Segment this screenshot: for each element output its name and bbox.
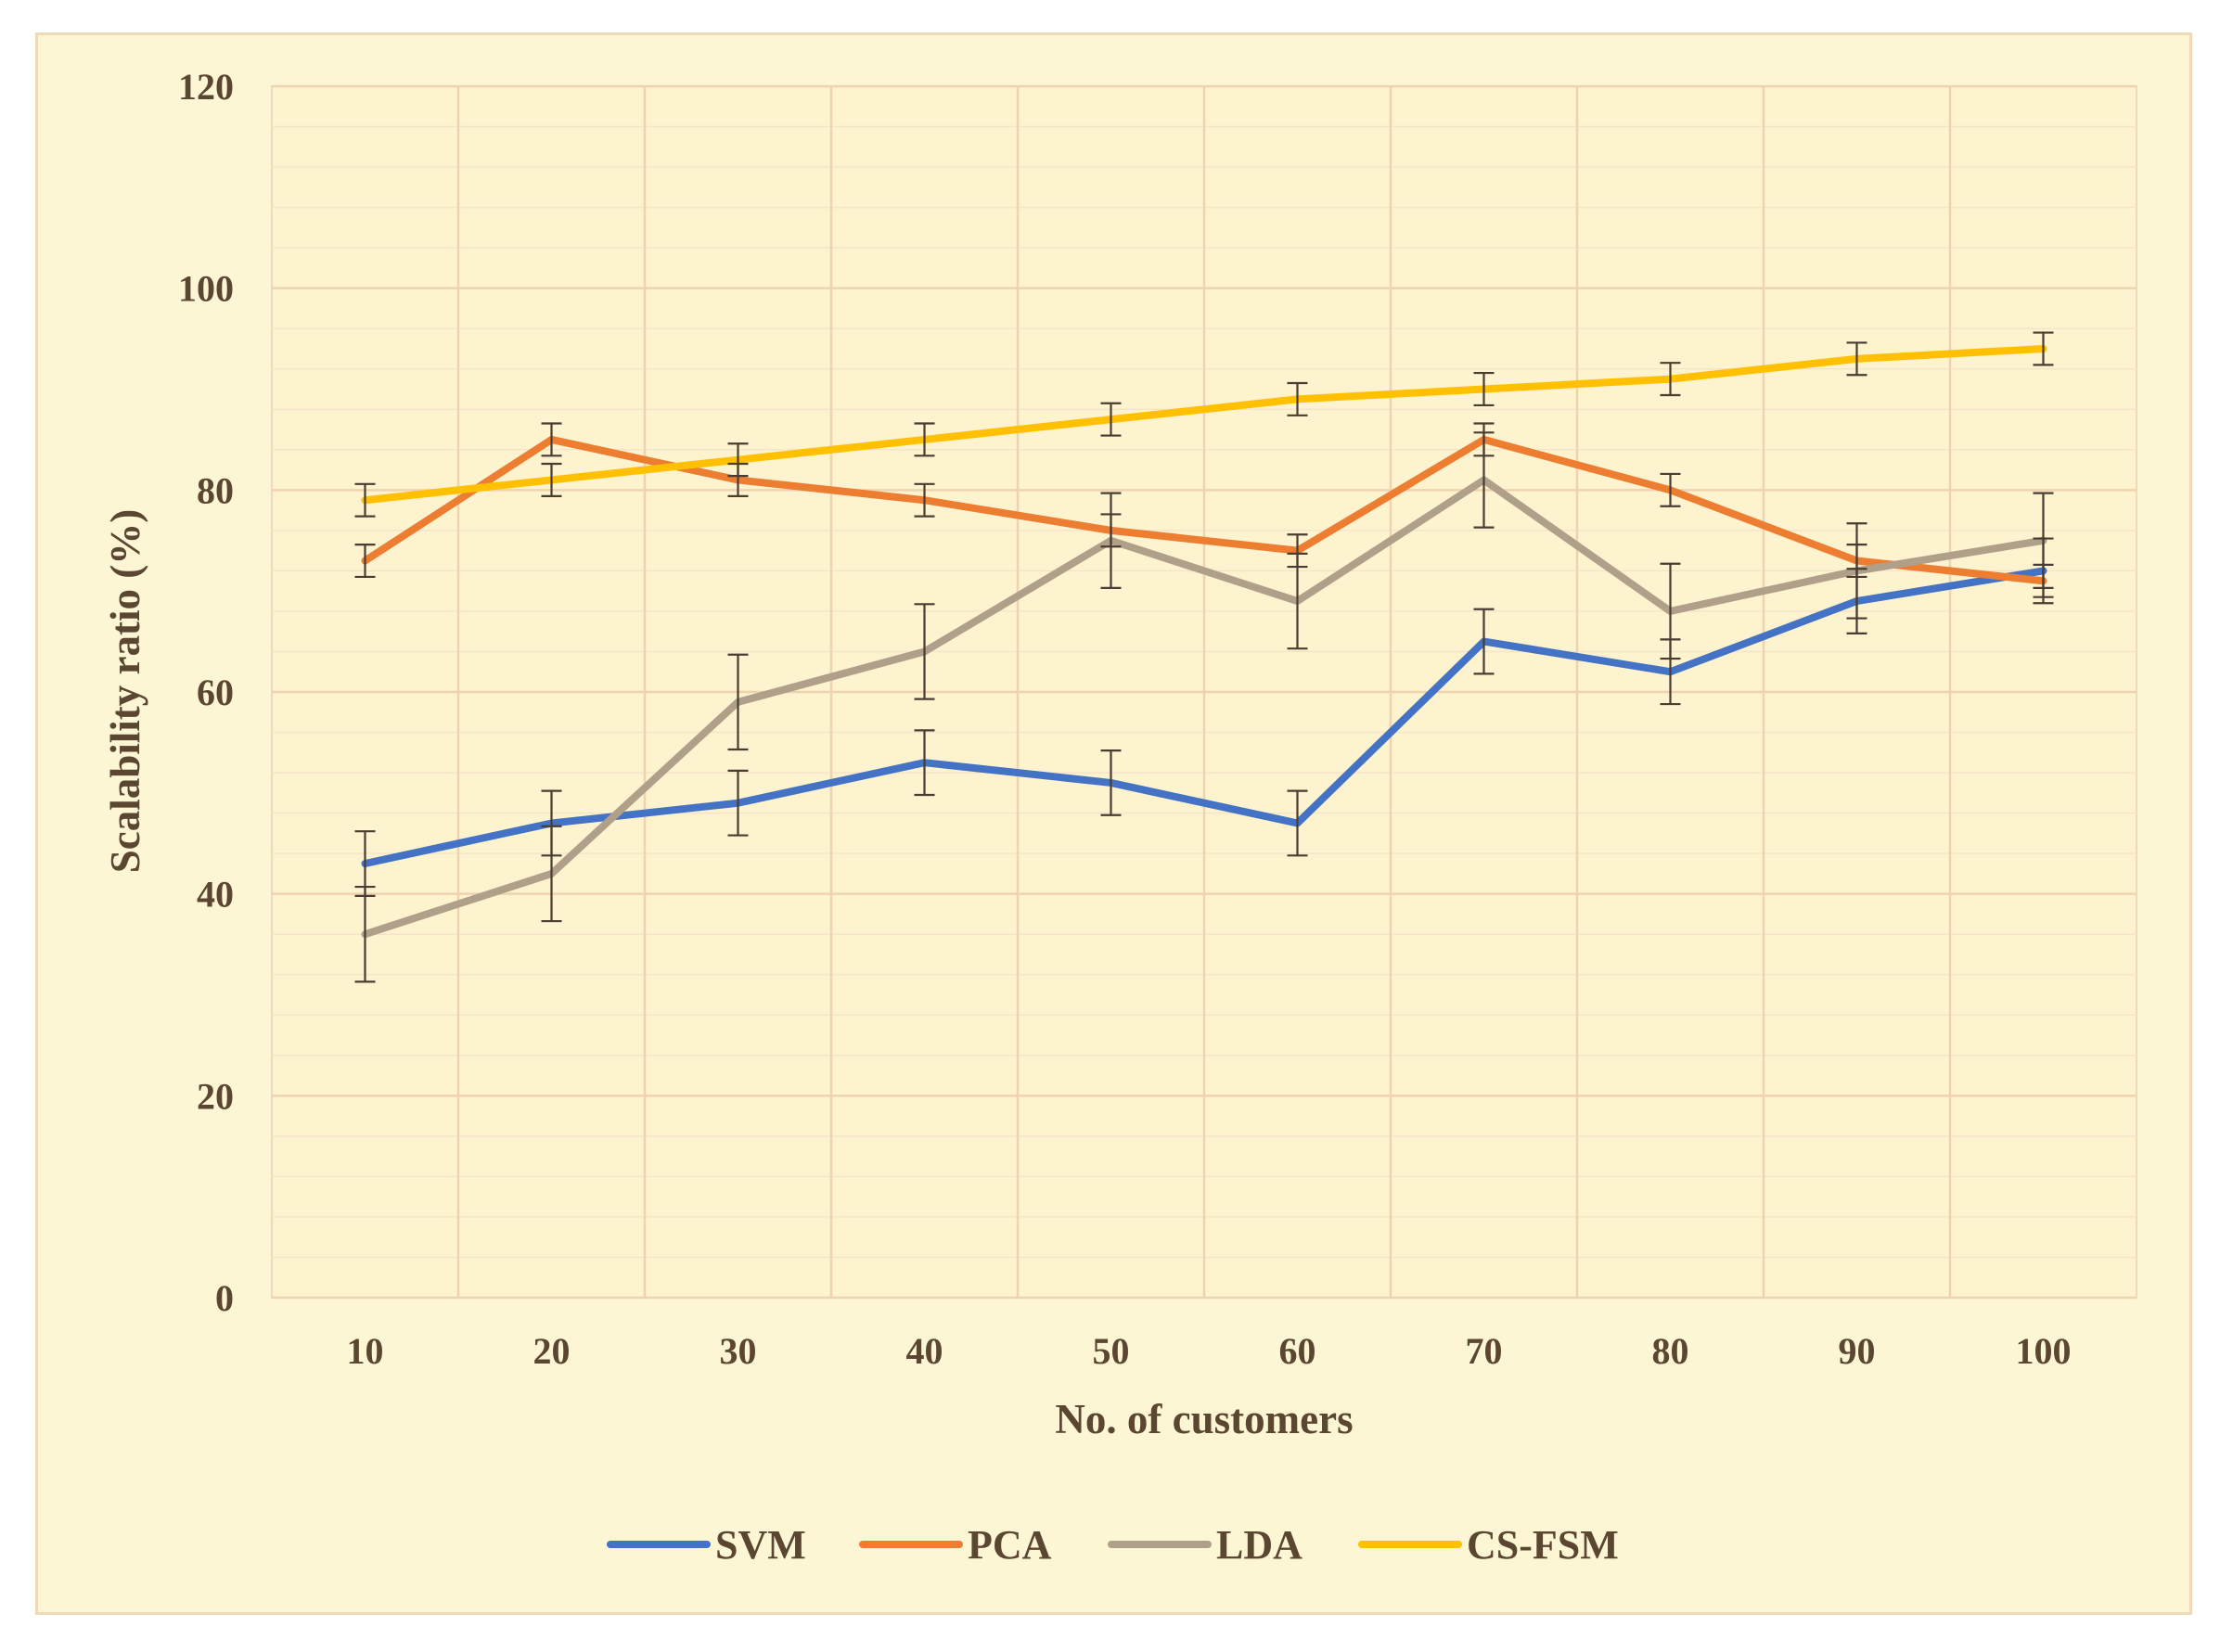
y-tick-label: 100 [178,268,234,310]
x-tick-label: 50 [1093,1330,1130,1372]
legend-item-lda: LDA [1108,1522,1302,1568]
x-tick-label: 100 [2016,1330,2072,1372]
major-gridlines [272,84,2137,1300]
x-tick-label: 30 [720,1330,757,1372]
legend-item-cs-fsm: CS-FSM [1358,1522,1619,1568]
error-bar-cs-fsm [1100,402,1122,437]
error-bar-lda [541,825,562,923]
error-bar-pca [541,422,562,457]
x-tick-label: 70 [1466,1330,1503,1372]
error-bar-lda [1846,522,1867,620]
error-bar-cs-fsm [2033,331,2054,366]
x-axis-ticks: 10 20 30 40 50 60 70 80 90 100 [347,1330,2072,1372]
series-line-cs-fsm [361,344,2047,505]
x-tick-label: 10 [347,1330,384,1372]
error-bar-cs-fsm [914,422,935,457]
error-bar-lda [354,885,376,983]
error-bars [354,331,2054,983]
x-axis-title: No. of customers [1055,1396,1353,1442]
error-bar-cs-fsm [1660,362,1681,397]
error-bar-svm [1473,608,1495,675]
error-bar-pca [1660,472,1681,507]
error-bar-lda [2033,492,2054,590]
error-bar-cs-fsm [541,462,562,497]
y-tick-label: 80 [197,469,234,511]
y-tick-label: 60 [197,672,234,713]
y-tick-label: 0 [215,1277,234,1319]
legend-item-pca: PCA [859,1522,1052,1568]
error-bar-lda [1660,562,1681,660]
error-bar-cs-fsm [1287,381,1308,416]
x-tick-label: 60 [1279,1330,1316,1372]
error-bar-cs-fsm [1473,371,1495,407]
error-bar-lda [1100,492,1122,590]
legend-item-svm: SVM [607,1522,806,1568]
y-tick-label: 20 [197,1075,234,1117]
legend-label: CS-FSM [1467,1522,1619,1568]
x-tick-label: 40 [906,1330,943,1372]
error-bar-lda [1473,431,1495,529]
error-bar-svm [727,769,749,837]
series-line-lda [361,476,2047,939]
legend-label: PCA [968,1522,1052,1568]
y-tick-label: 120 [178,66,234,108]
error-bar-svm [1100,749,1122,816]
y-axis-title: Scalability ratio (%) [102,509,148,873]
error-bar-cs-fsm [1846,341,1867,377]
error-bar-lda [914,603,935,700]
error-bar-svm [1287,789,1308,857]
series-layer [361,344,2047,939]
error-bar-pca [354,544,376,579]
legend-label: LDA [1216,1522,1302,1568]
x-tick-label: 90 [1839,1330,1876,1372]
error-bar-lda [1287,552,1308,650]
x-tick-label: 20 [533,1330,571,1372]
error-bar-cs-fsm [354,482,376,518]
error-bar-pca [914,482,935,518]
y-axis-ticks: 0 20 40 60 80 100 120 [178,66,234,1319]
y-tick-label: 40 [197,874,234,916]
series-line-pca [361,435,2047,585]
error-bar-lda [727,653,749,751]
x-tick-label: 80 [1652,1330,1689,1372]
error-bar-svm [914,729,935,797]
legend: SVM PCA LDA CS-FSM [607,1522,1619,1568]
error-bar-cs-fsm [727,442,749,478]
legend-label: SVM [715,1522,806,1568]
series-line-svm [361,567,2047,868]
